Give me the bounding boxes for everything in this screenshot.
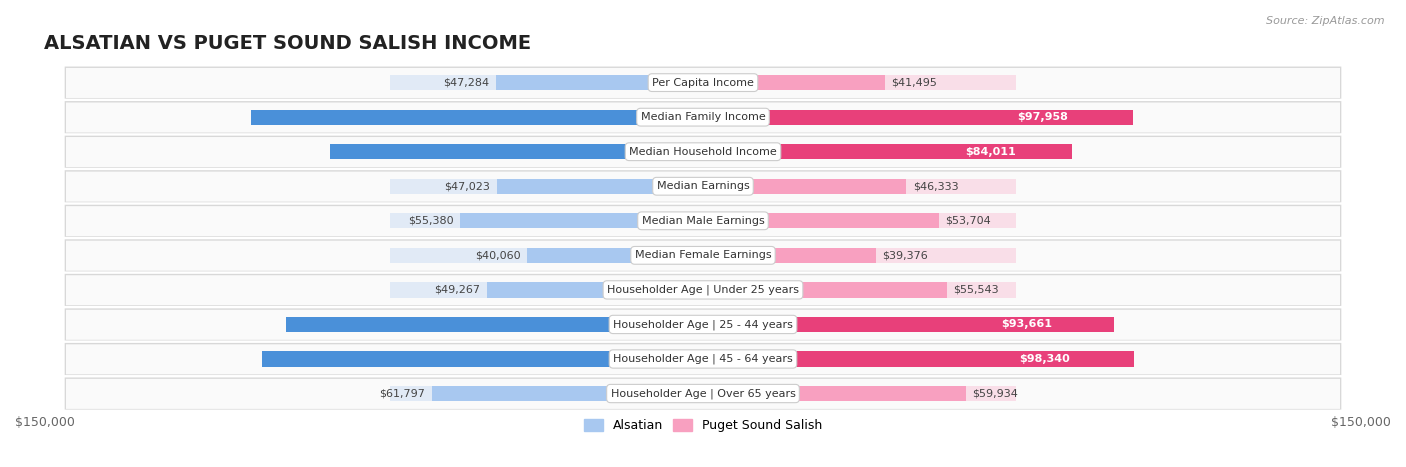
- Text: $46,333: $46,333: [912, 181, 959, 191]
- Bar: [703, 213, 939, 228]
- Text: $103,010: $103,010: [636, 112, 693, 122]
- FancyBboxPatch shape: [65, 205, 1341, 237]
- Text: Median Male Earnings: Median Male Earnings: [641, 216, 765, 226]
- FancyBboxPatch shape: [66, 137, 1340, 167]
- Bar: [527, 248, 703, 263]
- Bar: [706, 144, 1015, 159]
- Text: Per Capita Income: Per Capita Income: [652, 78, 754, 88]
- FancyBboxPatch shape: [66, 275, 1340, 305]
- Bar: [330, 144, 703, 159]
- FancyBboxPatch shape: [66, 344, 1340, 375]
- Bar: [706, 75, 1015, 90]
- Bar: [706, 110, 1015, 125]
- Bar: [706, 317, 1015, 332]
- Text: $59,934: $59,934: [973, 389, 1018, 398]
- FancyBboxPatch shape: [66, 379, 1340, 409]
- Bar: [391, 317, 700, 332]
- FancyBboxPatch shape: [66, 206, 1340, 236]
- Bar: [703, 110, 1133, 125]
- Bar: [706, 386, 1015, 401]
- Text: $97,958: $97,958: [1018, 112, 1069, 122]
- Bar: [703, 351, 1135, 367]
- Bar: [706, 248, 1015, 263]
- Bar: [391, 351, 700, 367]
- Bar: [703, 317, 1114, 332]
- Bar: [703, 248, 876, 263]
- Bar: [391, 178, 700, 194]
- FancyBboxPatch shape: [65, 239, 1341, 271]
- Text: $61,797: $61,797: [380, 389, 425, 398]
- Text: $39,376: $39,376: [883, 250, 928, 260]
- Bar: [706, 282, 1015, 297]
- Bar: [391, 213, 700, 228]
- Text: ALSATIAN VS PUGET SOUND SALISH INCOME: ALSATIAN VS PUGET SOUND SALISH INCOME: [44, 34, 530, 53]
- Text: $85,053: $85,053: [647, 147, 697, 157]
- FancyBboxPatch shape: [66, 171, 1340, 202]
- Bar: [486, 282, 703, 297]
- Bar: [496, 178, 703, 194]
- Legend: Alsatian, Puget Sound Salish: Alsatian, Puget Sound Salish: [583, 419, 823, 432]
- Bar: [391, 75, 700, 90]
- Bar: [703, 282, 946, 297]
- Text: $47,023: $47,023: [444, 181, 491, 191]
- FancyBboxPatch shape: [65, 377, 1341, 410]
- FancyBboxPatch shape: [65, 170, 1341, 202]
- Text: $93,661: $93,661: [1001, 319, 1052, 329]
- FancyBboxPatch shape: [65, 101, 1341, 133]
- FancyBboxPatch shape: [65, 308, 1341, 340]
- Bar: [460, 213, 703, 228]
- Text: Median Household Income: Median Household Income: [628, 147, 778, 157]
- Bar: [391, 282, 700, 297]
- Text: Householder Age | 45 - 64 years: Householder Age | 45 - 64 years: [613, 354, 793, 364]
- Bar: [703, 144, 1071, 159]
- FancyBboxPatch shape: [66, 68, 1340, 98]
- Bar: [706, 351, 1015, 367]
- Text: Median Earnings: Median Earnings: [657, 181, 749, 191]
- Bar: [706, 178, 1015, 194]
- Text: Householder Age | Under 25 years: Householder Age | Under 25 years: [607, 285, 799, 295]
- FancyBboxPatch shape: [65, 135, 1341, 168]
- Text: Median Family Income: Median Family Income: [641, 112, 765, 122]
- Text: $55,543: $55,543: [953, 285, 998, 295]
- Bar: [263, 351, 703, 367]
- Text: $40,060: $40,060: [475, 250, 520, 260]
- Text: Median Female Earnings: Median Female Earnings: [634, 250, 772, 260]
- Text: $95,059: $95,059: [641, 319, 692, 329]
- Bar: [252, 110, 703, 125]
- Text: $53,704: $53,704: [945, 216, 991, 226]
- Bar: [703, 178, 907, 194]
- Text: $55,380: $55,380: [408, 216, 454, 226]
- Bar: [391, 110, 700, 125]
- Text: $41,495: $41,495: [891, 78, 938, 88]
- FancyBboxPatch shape: [66, 102, 1340, 133]
- Bar: [432, 386, 703, 401]
- Bar: [706, 213, 1015, 228]
- Text: Source: ZipAtlas.com: Source: ZipAtlas.com: [1267, 16, 1385, 26]
- FancyBboxPatch shape: [66, 310, 1340, 340]
- Bar: [703, 75, 884, 90]
- Text: $100,435: $100,435: [637, 354, 695, 364]
- Bar: [703, 386, 966, 401]
- FancyBboxPatch shape: [65, 67, 1341, 99]
- Text: $47,284: $47,284: [443, 78, 489, 88]
- Text: $49,267: $49,267: [434, 285, 481, 295]
- Text: Householder Age | Over 65 years: Householder Age | Over 65 years: [610, 388, 796, 399]
- Bar: [495, 75, 703, 90]
- FancyBboxPatch shape: [65, 274, 1341, 306]
- FancyBboxPatch shape: [65, 343, 1341, 375]
- Text: $84,011: $84,011: [966, 147, 1017, 157]
- FancyBboxPatch shape: [66, 241, 1340, 271]
- Bar: [391, 248, 700, 263]
- Text: Householder Age | 25 - 44 years: Householder Age | 25 - 44 years: [613, 319, 793, 330]
- Text: $98,340: $98,340: [1019, 354, 1070, 364]
- Bar: [391, 386, 700, 401]
- Bar: [391, 144, 700, 159]
- Bar: [285, 317, 703, 332]
